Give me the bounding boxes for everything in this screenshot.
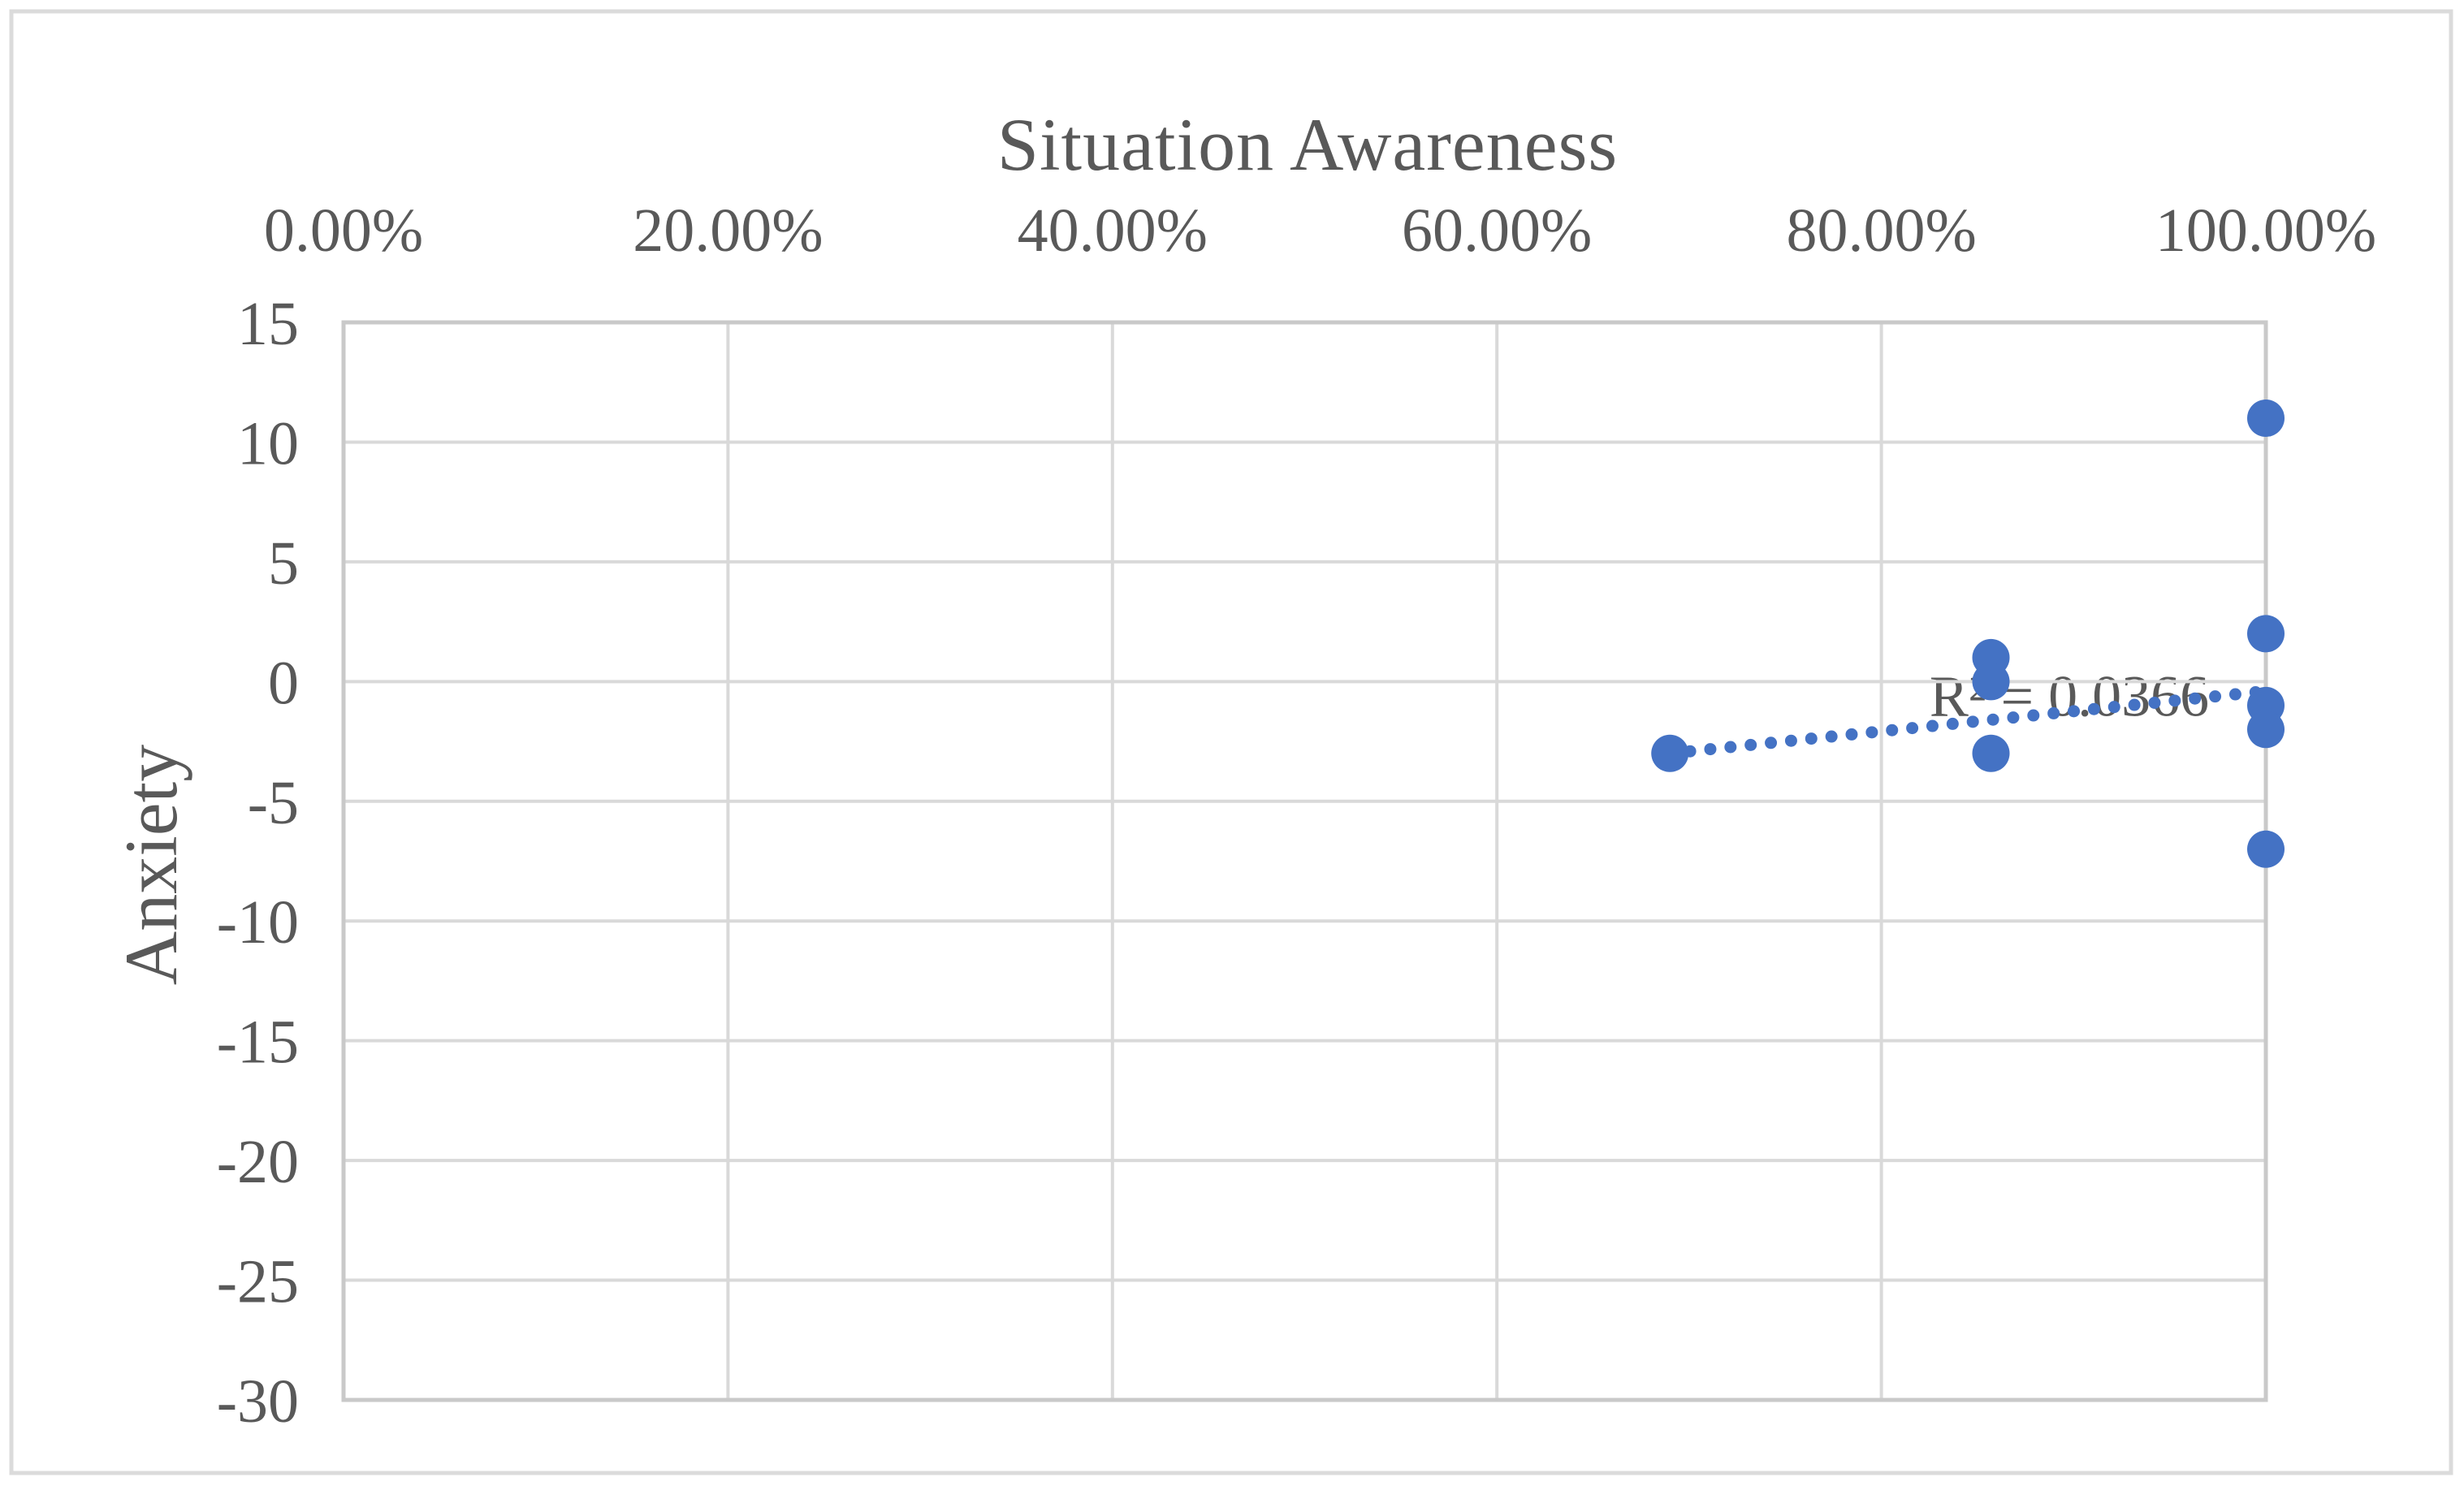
y-tick-label: 15 xyxy=(237,290,299,358)
y-axis-title: Anxiety xyxy=(110,744,192,986)
y-tick-label: -10 xyxy=(217,888,299,957)
data-point xyxy=(2247,830,2285,868)
data-point xyxy=(2247,399,2285,437)
data-point xyxy=(2247,711,2285,749)
data-point xyxy=(1972,734,2010,772)
y-tick-label: -25 xyxy=(217,1248,299,1316)
trendline xyxy=(1663,685,2272,760)
x-tick-label: 20.00% xyxy=(633,197,823,265)
data-point xyxy=(2247,615,2285,653)
y-tick-label: 10 xyxy=(237,409,299,477)
y-tick-label: -5 xyxy=(248,769,299,837)
x-tick-label: 40.00% xyxy=(1018,197,1208,265)
plot-border xyxy=(341,320,2268,1402)
y-tick-label: -30 xyxy=(217,1367,299,1436)
x-tick-label: 100.00% xyxy=(2155,197,2376,265)
x-tick-label: 0.00% xyxy=(264,197,423,265)
figure-border xyxy=(9,9,2453,1475)
y-tick-label: 0 xyxy=(268,649,299,717)
y-tick-label: -20 xyxy=(217,1128,299,1196)
y-tick-label: -15 xyxy=(217,1009,299,1077)
data-point xyxy=(1651,734,1689,772)
chart-title: Situation Awareness xyxy=(996,103,1619,186)
y-tick-label: 5 xyxy=(268,529,299,598)
data-point xyxy=(1972,663,2010,701)
x-tick-label: 80.00% xyxy=(1786,197,1976,265)
x-tick-label: 60.00% xyxy=(1402,197,1592,265)
